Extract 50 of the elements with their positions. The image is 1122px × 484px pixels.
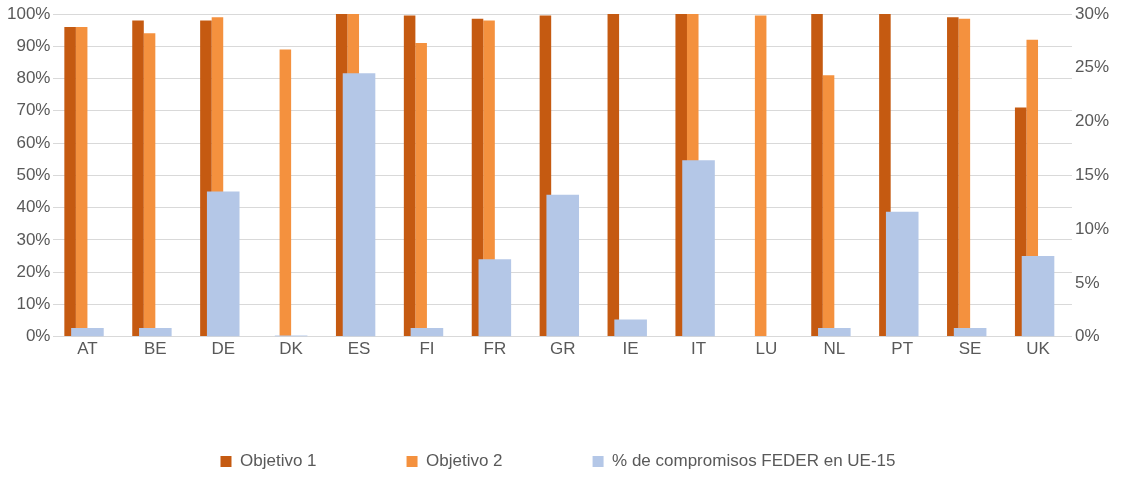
bar [607,14,620,337]
x-tick-label: SE [958,339,982,359]
y-tick-label: 30% [16,229,51,249]
x-tick-label: DE [211,339,236,359]
y-tick-label: 0% [25,326,51,346]
x-tick-label: LU [755,339,778,359]
bar [754,15,767,337]
x-tick-label: GR [549,339,576,359]
bar [811,14,823,337]
x-tick-label: NL [823,339,846,359]
y-tick-label: 80% [16,68,51,88]
y2-tick-label: 0% [1074,326,1100,346]
x-tick-label: UK [1026,339,1051,359]
y-tick-label: 10% [16,294,51,314]
bar [818,328,851,337]
x-tick-label: DK [279,339,304,359]
y-tick-label: 60% [16,132,51,152]
x-tick-label: AT [77,339,98,359]
y2-tick-label: 5% [1074,272,1100,292]
y2-tick-label: 20% [1074,111,1110,131]
bar [71,328,104,337]
y-tick-label: 20% [16,261,51,281]
y-tick-label: 70% [16,100,51,120]
bar [614,319,647,337]
bar [64,26,76,337]
bar [953,328,987,337]
legend-label: Objetivo 1 [239,451,317,471]
bar [403,15,416,337]
y-tick-label: 50% [16,164,51,184]
y-tick-label: 90% [16,35,51,55]
x-tick-label: IE [622,339,639,359]
bar [279,49,292,337]
y2-tick-label: 30% [1074,3,1110,23]
legend-label: Objetivo 2 [426,451,503,471]
x-tick-label: PT [891,339,914,359]
y2-tick-label: 25% [1074,57,1110,77]
y-tick-label: 40% [16,197,51,217]
x-tick-label: FR [483,339,507,359]
bar [478,259,512,337]
y2-tick-label: 15% [1074,164,1110,184]
bar [139,328,172,337]
legend-label: % de compromisos FEDER en UE-15 [612,451,896,471]
x-tick-label: BE [143,339,167,359]
bar [410,328,444,337]
y2-tick-label: 10% [1074,218,1110,238]
bar [132,20,144,337]
x-tick-label: ES [347,339,371,359]
x-tick-label: IT [690,339,707,359]
y-tick-label: 100% [7,3,51,23]
x-tick-label: FI [419,339,435,359]
